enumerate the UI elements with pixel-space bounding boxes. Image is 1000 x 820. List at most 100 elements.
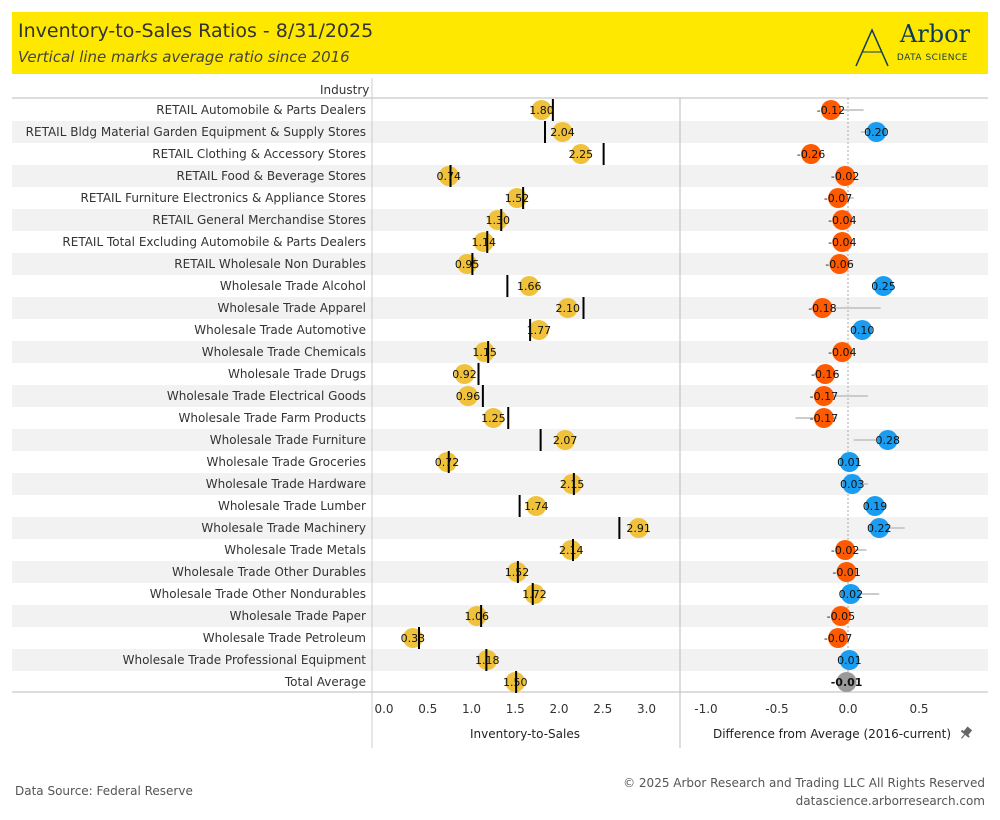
ratio-dot — [438, 166, 459, 186]
difference-tick-label: 0.0 — [838, 702, 857, 716]
page-title: Inventory-to-Sales Ratios - 8/31/2025 — [18, 20, 374, 42]
difference-label: 0.01 — [837, 456, 862, 469]
ratio-label: 0.33 — [401, 632, 426, 645]
difference-dot — [820, 100, 841, 120]
ratio-dot — [402, 628, 423, 648]
difference-label: -0.12 — [817, 104, 845, 117]
difference-dot — [835, 540, 856, 560]
difference-dot — [836, 672, 857, 692]
ratio-label: 2.04 — [550, 126, 575, 139]
ratio-label: 1.18 — [475, 654, 500, 667]
ratio-tick-label: 2.0 — [549, 702, 568, 716]
row-label: RETAIL Bldg Material Garden Equipment & … — [26, 125, 366, 139]
difference-label: -0.02 — [831, 170, 859, 183]
difference-dot — [812, 298, 833, 318]
difference-label: 0.03 — [840, 478, 865, 491]
ratio-label: 1.30 — [486, 214, 511, 227]
ratio-label: 1.06 — [465, 610, 490, 623]
difference-label: -0.07 — [824, 192, 852, 205]
difference-label: 0.25 — [871, 280, 896, 293]
ratio-axis-label: Inventory-to-Sales — [470, 727, 580, 741]
ratio-label: 1.77 — [527, 324, 552, 337]
difference-dot — [835, 166, 856, 186]
ratio-dot — [562, 474, 583, 494]
ratio-label: 2.25 — [569, 148, 594, 161]
row-label: Wholesale Trade Groceries — [206, 455, 366, 469]
ratio-dot — [437, 452, 457, 472]
ratio-dot — [483, 408, 504, 428]
page-subtitle: Vertical line marks average ratio since … — [18, 48, 350, 66]
ratio-tick-label: 1.5 — [506, 702, 525, 716]
ratio-dot — [473, 232, 494, 252]
ratio-label: 2.91 — [626, 522, 651, 535]
row-band — [12, 429, 988, 451]
row-label: Wholesale Trade Farm Products — [178, 411, 366, 425]
title-banner: Inventory-to-Sales Ratios - 8/31/2025 Ve… — [12, 12, 988, 74]
difference-label: -0.01 — [832, 566, 860, 579]
row-label: RETAIL Clothing & Accessory Stores — [152, 147, 366, 161]
logo-text: Arbor — [899, 20, 970, 48]
difference-label: -0.16 — [811, 368, 839, 381]
copyright-block: © 2025 Arbor Research and Trading LLC Al… — [623, 774, 985, 810]
difference-dot — [828, 188, 849, 208]
difference-tick-label: -1.0 — [694, 702, 717, 716]
ratio-label: 1.25 — [481, 412, 506, 425]
row-label: Wholesale Trade Metals — [224, 543, 366, 557]
ratio-dot — [528, 320, 549, 340]
difference-tick-label: -0.5 — [765, 702, 788, 716]
difference-dot — [869, 518, 890, 538]
difference-dot — [866, 122, 887, 142]
ratio-dot — [531, 100, 552, 120]
difference-dot — [832, 210, 853, 230]
difference-label: -0.04 — [828, 214, 856, 227]
row-band — [12, 605, 988, 627]
difference-label: -0.17 — [810, 412, 838, 425]
row-label: RETAIL Automobile & Parts Dealers — [156, 103, 366, 117]
row-label: Wholesale Trade Professional Equipment — [123, 653, 367, 667]
row-band — [12, 297, 988, 319]
row-band — [12, 121, 988, 143]
difference-dot — [873, 276, 894, 296]
difference-dot — [801, 144, 822, 164]
ratio-marks: 1.80 2.04 2.25 0.74 1.52 1.30 1.14 0.95 1.66 2.10… — [401, 99, 651, 693]
arbor-logo-icon — [855, 28, 889, 67]
ratio-label: 1.14 — [472, 236, 497, 249]
ratio-dot — [524, 584, 545, 604]
data-source: Data Source: Federal Reserve — [15, 784, 193, 798]
ratio-label: 1.66 — [517, 280, 542, 293]
pin-icon[interactable] — [958, 725, 974, 741]
ratio-dot — [487, 210, 508, 230]
difference-dot — [829, 254, 850, 274]
difference-dot — [842, 474, 863, 494]
row-label: RETAIL Food & Beverage Stores — [177, 169, 367, 183]
row-band — [12, 253, 988, 275]
ratio-dot — [628, 518, 649, 538]
row-bands — [12, 121, 988, 671]
difference-label: -0.26 — [797, 148, 825, 161]
difference-label: 0.28 — [876, 434, 901, 447]
ratio-dot — [526, 496, 547, 516]
difference-dot — [836, 562, 857, 582]
difference-label: 0.22 — [867, 522, 892, 535]
difference-label: 0.20 — [864, 126, 889, 139]
ratio-label: 0.92 — [452, 368, 477, 381]
row-label: Wholesale Trade Drugs — [228, 367, 366, 381]
difference-label: -0.05 — [827, 610, 855, 623]
axes: 0.0 0.5 1.0 1.5 2.0 2.5 3.0 -1.0 -0.5 0.0 0.5 — [374, 702, 928, 716]
difference-dot — [839, 650, 860, 670]
ratio-dot — [519, 276, 540, 296]
row-label: Total Average — [284, 675, 366, 689]
row-band — [12, 165, 988, 187]
row-label: Wholesale Trade Alcohol — [220, 279, 366, 293]
row-label: Wholesale Trade Other Nondurables — [150, 587, 366, 601]
difference-label: -0.04 — [828, 236, 856, 249]
row-label: Wholesale Trade Paper — [230, 609, 366, 623]
ratio-label: 0.74 — [437, 170, 462, 183]
inventory-chart: Industry RETAIL Automobile & Parts Deale… — [12, 78, 988, 748]
ratio-label: 0.96 — [456, 390, 481, 403]
ratio-label: 2.10 — [556, 302, 581, 315]
row-labels: RETAIL Automobile & Parts Dealers RETAIL … — [26, 103, 367, 689]
difference-dot — [839, 452, 860, 472]
ratio-dot — [555, 430, 576, 450]
ratio-label: 1.50 — [503, 676, 528, 689]
